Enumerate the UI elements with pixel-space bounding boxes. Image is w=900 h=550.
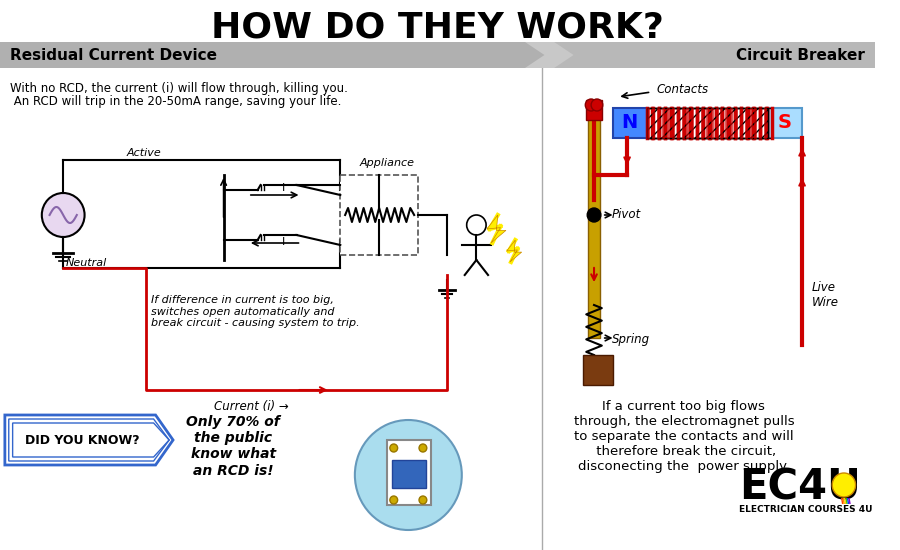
Text: Circuit Breaker: Circuit Breaker <box>736 47 865 63</box>
Bar <box>646 108 768 138</box>
FancyBboxPatch shape <box>340 175 418 255</box>
Circle shape <box>419 444 427 452</box>
Bar <box>586 100 602 120</box>
Text: Contacts: Contacts <box>656 83 708 96</box>
Text: DID YOU KNOW?: DID YOU KNOW? <box>25 433 140 447</box>
Text: N: N <box>621 113 637 133</box>
Wedge shape <box>355 420 462 530</box>
Text: Pivot: Pivot <box>611 208 641 222</box>
Circle shape <box>591 99 603 111</box>
Bar <box>589 108 600 338</box>
Polygon shape <box>842 498 845 504</box>
Text: Appliance: Appliance <box>360 158 415 168</box>
Bar <box>583 355 613 385</box>
Polygon shape <box>0 42 875 68</box>
Polygon shape <box>849 498 850 504</box>
Polygon shape <box>0 42 544 68</box>
Text: With no RCD, the current (i) will flow through, killing you.: With no RCD, the current (i) will flow t… <box>10 82 347 95</box>
Text: Current (i) →: Current (i) → <box>214 400 289 413</box>
Text: If difference in current is too big,
switches open automatically and
break circu: If difference in current is too big, swi… <box>150 295 359 328</box>
Bar <box>387 440 431 505</box>
Text: Spring: Spring <box>611 333 650 346</box>
Text: Active: Active <box>126 148 161 158</box>
Text: An RCD will trip in the 20-50mA range, saving your life.: An RCD will trip in the 20-50mA range, s… <box>10 95 341 108</box>
Polygon shape <box>4 415 173 465</box>
Text: Live
Wire: Live Wire <box>812 281 839 309</box>
Circle shape <box>585 99 597 111</box>
Text: Neutral: Neutral <box>66 258 107 268</box>
Bar <box>646 108 768 138</box>
Polygon shape <box>847 498 850 504</box>
Circle shape <box>41 193 85 237</box>
Text: Only 70% of
the public
know what
an RCD is!: Only 70% of the public know what an RCD … <box>186 415 280 477</box>
Text: ELECTRICIAN COURSES 4U: ELECTRICIAN COURSES 4U <box>739 505 872 514</box>
Circle shape <box>419 496 427 504</box>
Circle shape <box>390 496 398 504</box>
Text: EC4U: EC4U <box>739 467 860 509</box>
Circle shape <box>587 208 601 222</box>
Circle shape <box>390 444 398 452</box>
Polygon shape <box>841 498 843 504</box>
Circle shape <box>832 473 856 497</box>
Polygon shape <box>845 498 848 504</box>
Text: If a current too big flows
through, the electromagnet pulls
to separate the cont: If a current too big flows through, the … <box>573 400 794 473</box>
Text: S: S <box>778 113 792 133</box>
Text: I: I <box>282 237 285 247</box>
Polygon shape <box>507 240 522 262</box>
Text: HOW DO THEY WORK?: HOW DO THEY WORK? <box>212 11 664 45</box>
Polygon shape <box>844 498 846 504</box>
Bar <box>613 108 646 138</box>
Text: I: I <box>282 183 285 193</box>
Text: Residual Current Device: Residual Current Device <box>10 47 217 63</box>
Bar <box>392 460 426 488</box>
Polygon shape <box>487 215 506 243</box>
Bar <box>768 108 802 138</box>
Polygon shape <box>554 42 875 68</box>
